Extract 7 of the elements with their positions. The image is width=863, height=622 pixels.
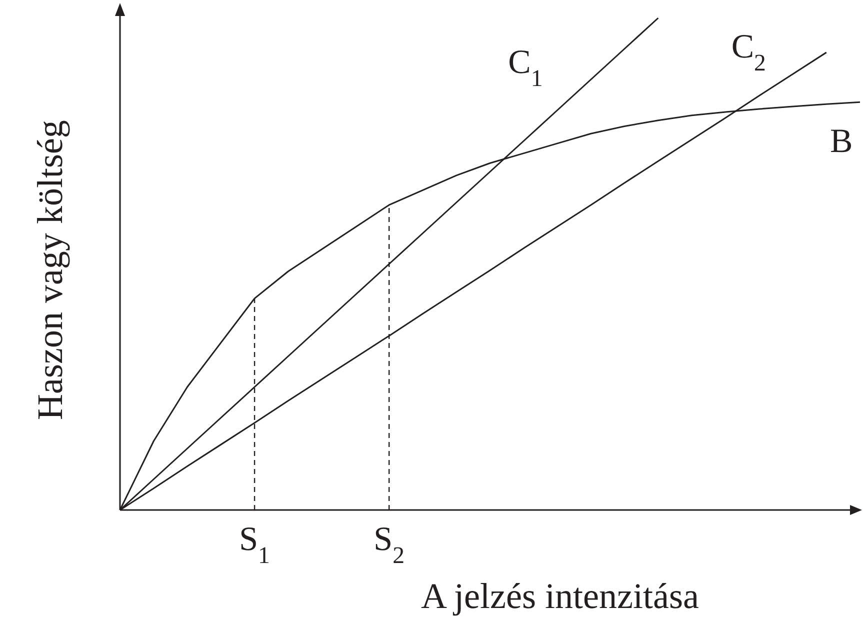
y-axis-title: Haszon vagy költség — [30, 120, 70, 420]
x-axis-title: A jelzés intenzitása — [421, 576, 699, 616]
x-tick-label: S$_{2}$ — [374, 521, 405, 569]
x-tick-label: S$_{1}$ — [239, 521, 270, 569]
series-label: C$_{1}$ — [508, 44, 543, 92]
series-label: B — [830, 123, 853, 160]
series-label: C$_{2}$ — [731, 28, 766, 76]
